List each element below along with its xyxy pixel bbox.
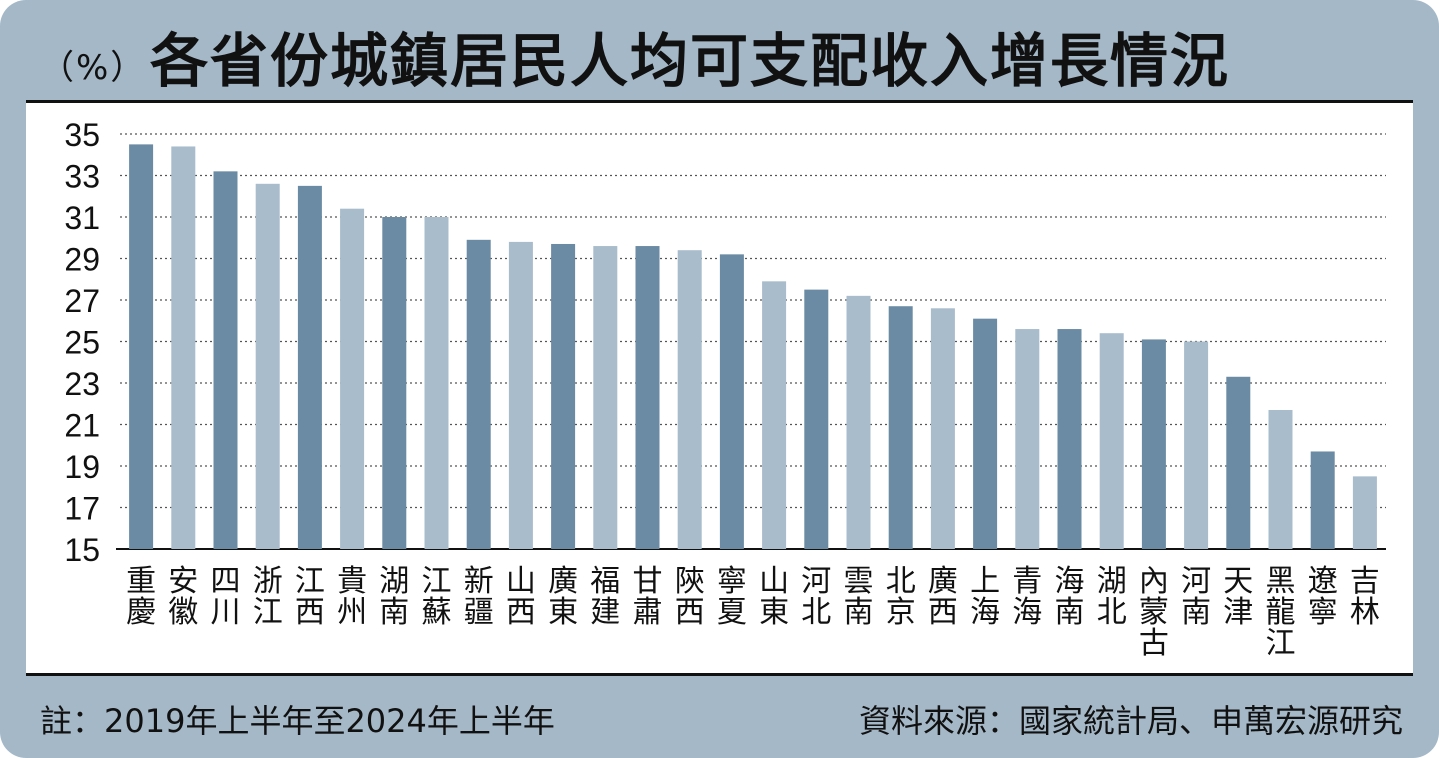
bar-重慶 <box>129 144 154 549</box>
x-category-label: 湖南 <box>379 564 409 630</box>
x-category-label: 安徽 <box>168 564 198 630</box>
bar-浙江 <box>255 183 280 550</box>
x-category-label: 天津 <box>1223 564 1253 630</box>
x-category-label: 雲南 <box>844 564 874 630</box>
bar-江蘇 <box>424 217 449 549</box>
y-tick-label: 33 <box>64 159 100 195</box>
x-category-label: 寧夏 <box>717 564 747 630</box>
y-tick-label: 21 <box>64 408 100 444</box>
bar-廣東 <box>551 243 576 549</box>
bar-天津 <box>1226 376 1251 549</box>
bar-廣西 <box>930 308 955 549</box>
bar-雲南 <box>846 295 871 549</box>
bar-吉林 <box>1352 476 1377 549</box>
x-category-label: 湖北 <box>1097 564 1127 630</box>
y-tick-label: 17 <box>64 491 100 527</box>
x-category-label: 黑龍江 <box>1266 564 1296 661</box>
bar-海南 <box>1057 329 1082 549</box>
y-tick-label: 27 <box>64 283 100 319</box>
x-category-label: 重慶 <box>126 564 156 630</box>
x-category-label: 河北 <box>801 564 831 630</box>
x-category-label: 四川 <box>211 564 241 630</box>
x-category-label: 河南 <box>1181 564 1211 630</box>
x-category-label: 浙江 <box>253 564 283 630</box>
y-axis-unit-label: （%） <box>40 48 147 88</box>
bar-湖北 <box>1099 333 1124 549</box>
y-tick-label: 31 <box>64 200 100 236</box>
x-category-label: 上海 <box>970 564 1000 630</box>
x-category-label: 內蒙古 <box>1139 564 1169 661</box>
x-category-label: 廣西 <box>928 564 958 630</box>
plot-panel: 15 17 19 21 23 25 27 29 31 33 35 重慶 安徽 四川 浙江 江西 貴州 湖南 江蘇 新疆… <box>26 100 1413 676</box>
bar-寧夏 <box>719 254 744 549</box>
bar-上海 <box>973 318 998 549</box>
x-category-label: 甘肅 <box>633 564 663 630</box>
x-category-label: 北京 <box>886 564 916 630</box>
x-category-label: 江蘇 <box>422 564 452 630</box>
bar-甘肅 <box>635 246 660 550</box>
y-tick-label: 15 <box>64 532 100 568</box>
bar-陝西 <box>677 250 702 549</box>
bar-福建 <box>593 246 618 550</box>
bar-遼寧 <box>1310 451 1335 549</box>
x-category-label: 山東 <box>759 564 789 630</box>
x-category-label: 新疆 <box>464 564 494 630</box>
y-tick-label: 35 <box>64 117 100 153</box>
y-tick-label: 19 <box>64 449 100 485</box>
x-category-label: 海南 <box>1055 564 1085 630</box>
x-category-label: 福建 <box>590 564 620 630</box>
footnote: 註：2019年上半年至2024年上半年 <box>40 702 555 740</box>
source-credit: 資料來源：國家統計局、申萬宏源研究 <box>858 702 1403 740</box>
bar-青海 <box>1015 329 1040 549</box>
title-row: （%） 各省份城鎮居民人均可支配收入增長情況 <box>0 0 1439 100</box>
bar-貴州 <box>340 208 365 549</box>
bar-河北 <box>804 289 829 549</box>
bar-安徽 <box>171 146 196 549</box>
chart-title: 各省份城鎮居民人均可支配收入增長情況 <box>150 27 1231 95</box>
x-category-label: 廣東 <box>548 564 578 630</box>
y-tick-label: 25 <box>64 325 100 361</box>
bar-四川 <box>213 171 238 549</box>
x-category-label: 吉林 <box>1350 564 1380 630</box>
bar-湖南 <box>382 217 407 549</box>
bar-山西 <box>508 241 533 549</box>
bar-chart: 15 17 19 21 23 25 27 29 31 33 35 重慶安徽四川浙江江西貴州湖南江蘇新疆… <box>64 117 1386 661</box>
bar-內蒙古 <box>1141 339 1166 549</box>
bar-河南 <box>1184 341 1209 549</box>
bar-黑龍江 <box>1268 409 1293 549</box>
x-category-label: 陝西 <box>675 564 705 630</box>
x-category-label: 青海 <box>1012 564 1042 630</box>
x-category-label: 貴州 <box>337 564 367 630</box>
bar-江西 <box>297 185 322 549</box>
x-category-label: 遼寧 <box>1308 564 1338 630</box>
bar-山東 <box>762 281 787 549</box>
x-category-label: 山西 <box>506 564 536 630</box>
bar-新疆 <box>466 239 491 549</box>
y-tick-label: 23 <box>64 366 100 402</box>
bar-北京 <box>888 306 913 549</box>
x-category-label: 江西 <box>295 564 325 630</box>
y-tick-label: 29 <box>64 242 100 278</box>
